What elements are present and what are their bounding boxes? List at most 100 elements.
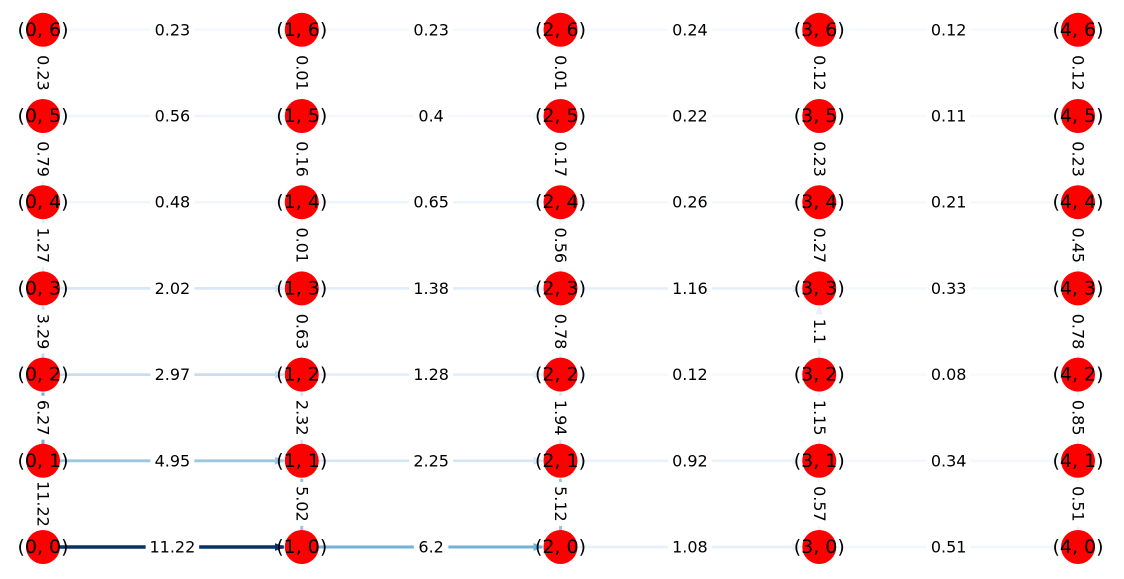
node-circle bbox=[26, 99, 60, 133]
edge-label-background bbox=[150, 191, 195, 214]
node-circle bbox=[26, 357, 60, 392]
node-label: (1, 5) bbox=[276, 105, 327, 127]
edge-label-h-0-3: 2.02 bbox=[150, 277, 195, 300]
edge-value-label: 0.23 bbox=[34, 55, 53, 91]
edge-label-background bbox=[549, 309, 572, 354]
node-4-6: (4, 6) bbox=[1052, 12, 1104, 47]
node-circle bbox=[284, 185, 319, 220]
node-circle bbox=[1061, 530, 1095, 564]
edge-value-label: 0.78 bbox=[551, 314, 570, 350]
node-circle bbox=[284, 443, 319, 478]
node-2-1: (2, 1) bbox=[535, 443, 586, 478]
edge-value-label: 3.29 bbox=[34, 314, 53, 350]
edge-label-background bbox=[150, 105, 195, 127]
node-label: (1, 2) bbox=[276, 364, 327, 386]
edge-label-background bbox=[409, 277, 454, 300]
node-3-2: (3, 2) bbox=[794, 357, 845, 392]
edge-label-h-3-4: 0.21 bbox=[926, 191, 971, 214]
edge-value-label: 0.12 bbox=[672, 365, 708, 384]
node-0-6: (0, 6) bbox=[17, 12, 69, 47]
edge-label-background bbox=[1067, 395, 1089, 440]
edge-label-v-2-2: 0.78 bbox=[549, 309, 572, 354]
node-label: (2, 3) bbox=[535, 277, 586, 299]
node-label: (3, 0) bbox=[794, 536, 845, 558]
edge-label-h-0-1: 4.95 bbox=[150, 449, 195, 472]
edge-value-label: 0.01 bbox=[292, 55, 311, 91]
node-label: (1, 6) bbox=[276, 19, 327, 41]
edge-value-label: 6.27 bbox=[34, 400, 53, 436]
edge-label-background bbox=[413, 536, 449, 558]
node-4-2: (4, 2) bbox=[1052, 357, 1104, 392]
node-circle bbox=[802, 530, 837, 564]
edge-value-label: 1.27 bbox=[34, 227, 53, 263]
edge-label-v-0-1: 6.27 bbox=[32, 395, 54, 440]
edge-value-label: 0.22 bbox=[672, 107, 708, 126]
edge-value-label: 0.78 bbox=[1069, 314, 1088, 350]
node-label: (1, 1) bbox=[276, 450, 327, 472]
node-label: (0, 2) bbox=[17, 364, 68, 386]
edge-label-background bbox=[926, 277, 971, 300]
node-3-0: (3, 0) bbox=[794, 530, 845, 564]
edge-label-v-4-2: 0.78 bbox=[1067, 309, 1089, 354]
edge-value-label: 0.27 bbox=[810, 227, 829, 263]
node-circle bbox=[543, 12, 578, 47]
nodes-layer: (0, 0) (1, 0) (2, 0) (3, 0) (4, 0) (0, 1) (1, … bbox=[17, 12, 1104, 564]
node-3-6: (3, 6) bbox=[794, 12, 845, 47]
edge-label-background bbox=[549, 481, 572, 526]
node-2-0: (2, 0) bbox=[535, 530, 586, 564]
node-1-6: (1, 6) bbox=[276, 12, 327, 47]
edge-label-v-4-3: 0.45 bbox=[1067, 223, 1089, 268]
edge-label-background bbox=[808, 223, 831, 268]
edge-label-h-0-6: 0.23 bbox=[150, 18, 195, 41]
edge-value-label: 1.38 bbox=[413, 279, 449, 298]
edge-value-label: 0.63 bbox=[292, 314, 311, 350]
node-label: (4, 1) bbox=[1052, 450, 1103, 472]
edge-label-v-1-0: 5.02 bbox=[290, 481, 313, 526]
edge-value-label: 1.1 bbox=[810, 319, 829, 344]
edge-value-label: 0.56 bbox=[551, 227, 570, 263]
node-label: (0, 4) bbox=[17, 191, 68, 213]
edge-label-background bbox=[150, 18, 195, 41]
edge-label-v-2-5: 0.01 bbox=[549, 50, 572, 95]
edge-value-label: 0.21 bbox=[931, 193, 967, 212]
node-label: (4, 0) bbox=[1052, 536, 1103, 558]
node-circle bbox=[802, 99, 837, 133]
edge-value-label: 5.02 bbox=[292, 486, 311, 522]
edge-label-background bbox=[926, 18, 971, 41]
edge-label-background bbox=[32, 50, 54, 95]
edge-label-background bbox=[808, 314, 831, 349]
node-label: (0, 0) bbox=[17, 536, 68, 558]
node-label: (0, 6) bbox=[17, 19, 68, 41]
edge-label-background bbox=[667, 536, 712, 558]
node-4-1: (4, 1) bbox=[1052, 443, 1104, 478]
node-circle bbox=[543, 271, 578, 306]
node-0-3: (0, 3) bbox=[17, 271, 69, 306]
edge-label-v-3-1: 1.15 bbox=[808, 395, 831, 440]
edge-label-background bbox=[290, 481, 313, 526]
edge-label-background bbox=[150, 363, 195, 386]
edge-label-v-0-4: 0.79 bbox=[32, 137, 54, 182]
edge-label-h-1-1: 2.25 bbox=[409, 449, 454, 472]
node-1-1: (1, 1) bbox=[276, 443, 327, 478]
edge-label-background bbox=[549, 50, 572, 95]
edge-value-label: 0.34 bbox=[931, 451, 967, 470]
edge-label-background bbox=[667, 18, 712, 41]
edge-value-label: 0.56 bbox=[155, 107, 191, 126]
node-label: (3, 2) bbox=[794, 364, 845, 386]
edge-label-v-4-5: 0.12 bbox=[1067, 50, 1089, 95]
node-4-4: (4, 4) bbox=[1052, 185, 1104, 220]
edge-value-label: 0.23 bbox=[810, 141, 829, 177]
edge-value-label: 11.22 bbox=[149, 538, 195, 557]
edge-label-v-1-2: 0.63 bbox=[290, 309, 313, 354]
node-label: (4, 3) bbox=[1052, 277, 1103, 299]
node-label: (0, 1) bbox=[17, 450, 68, 472]
node-label: (4, 5) bbox=[1052, 105, 1103, 127]
edge-value-label: 0.92 bbox=[672, 451, 708, 470]
node-0-2: (0, 2) bbox=[17, 357, 69, 392]
edge-label-background bbox=[926, 363, 971, 386]
edge-label-background bbox=[667, 277, 712, 300]
node-label: (0, 5) bbox=[17, 105, 68, 127]
node-0-5: (0, 5) bbox=[17, 99, 69, 133]
edge-label-background bbox=[32, 309, 54, 354]
